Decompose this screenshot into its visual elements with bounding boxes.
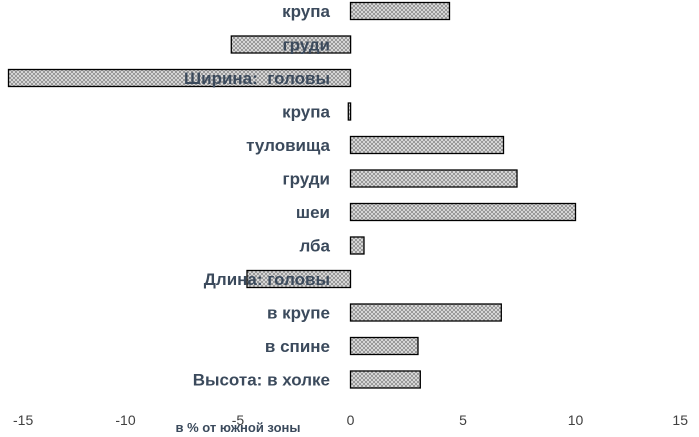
x-tick-label-3: 0 [347, 412, 355, 428]
bar-7 [349, 236, 365, 255]
bar-2 [7, 68, 352, 88]
x-axis-ticks: -15 -10 -5 0 5 10 15 [13, 412, 688, 428]
x-tick-label-6: 15 [672, 412, 688, 428]
category-label-4: туловища [246, 136, 330, 155]
bar-3 [347, 102, 352, 121]
bar-0 [349, 1, 451, 21]
category-label-1: груди [282, 36, 330, 55]
x-axis-title: в % от южной зоны [176, 420, 301, 435]
x-tick-label-4: 5 [459, 412, 467, 428]
category-label-9: в крупе [267, 304, 330, 323]
category-label-3: крупа [282, 103, 330, 122]
bar-11 [349, 370, 421, 389]
category-label-0: крупа [282, 2, 330, 21]
category-label-10: в спине [265, 337, 330, 356]
x-tick-label-5: 10 [568, 412, 584, 428]
category-labels: крупа груди Ширина: головы крупа туловища гру… [184, 2, 330, 390]
x-tick-label-1: -10 [115, 412, 135, 428]
bars-group [7, 1, 577, 389]
x-tick-label-2: -5 [232, 412, 245, 428]
bar-6 [349, 202, 577, 222]
bar-10 [349, 336, 419, 356]
category-label-2: Ширина: головы [184, 69, 330, 88]
x-tick-label-0: -15 [13, 412, 33, 428]
bar-4 [349, 135, 505, 155]
bar-8 [246, 269, 352, 289]
category-label-11: Высота: в холке [193, 371, 330, 390]
bar-9 [349, 303, 502, 322]
bar-1 [230, 35, 352, 54]
category-label-7: лба [299, 237, 330, 256]
bar-5 [349, 169, 518, 188]
category-label-6: шеи [296, 203, 330, 222]
category-label-5: груди [282, 170, 330, 189]
category-label-8: Длина: головы [204, 270, 330, 289]
